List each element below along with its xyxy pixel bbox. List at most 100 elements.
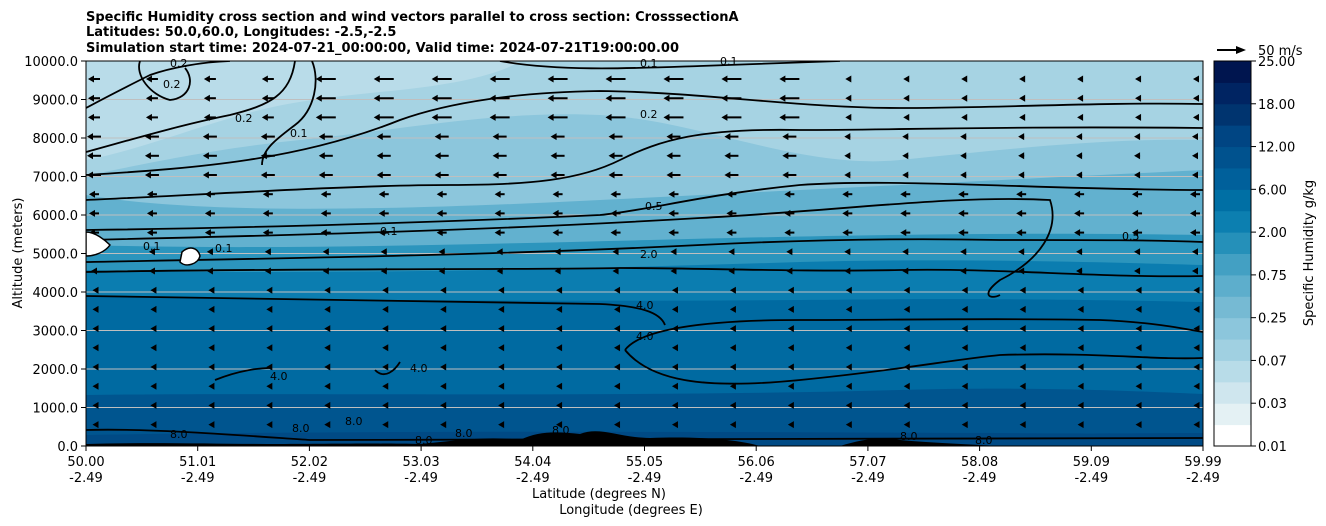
wind-vector-head (608, 133, 615, 141)
contour-line (624, 318, 1203, 351)
x-tick-label-lon: -2.49 (628, 471, 662, 486)
wind-vector-head (492, 171, 499, 179)
colorbar-segment (1214, 167, 1251, 190)
wind-vector-head (556, 382, 563, 390)
wind-vector-head (440, 421, 447, 429)
wind-vector-head (498, 421, 505, 429)
wind-vector-head (960, 133, 967, 141)
colorbar-tick-label: 0.75 (1258, 269, 1287, 284)
wind-vector-head (903, 382, 910, 390)
contour-label: 4.0 (410, 362, 428, 375)
contour-line (624, 349, 1203, 385)
y-tick-label: 8000.0 (33, 132, 79, 147)
wind-vector-head (1019, 401, 1026, 409)
wind-vector-head (1018, 267, 1025, 275)
wind-vector-head (1019, 363, 1026, 371)
contour-label: 8.0 (552, 424, 570, 437)
wind-vector-head (262, 209, 269, 217)
contour-label: 8.0 (292, 422, 310, 435)
wind-vector-head (1016, 229, 1023, 237)
wind-vector-head (1074, 209, 1081, 217)
wind-vector-head (1134, 267, 1141, 275)
wind-vector-head (670, 248, 677, 256)
wind-vector-head (782, 152, 789, 160)
wind-vector-head (554, 267, 561, 275)
wind-vector-head (721, 75, 728, 83)
wind-vector-head (729, 382, 736, 390)
x-tick-label-lon: -2.49 (1186, 471, 1220, 486)
wind-vector-head (144, 152, 151, 160)
contour-line (86, 61, 231, 109)
wind-vector-head (663, 113, 670, 121)
wind-vector-head (1077, 286, 1084, 294)
wind-vector-head (1190, 209, 1196, 217)
y-tick-label: 5000.0 (33, 248, 79, 263)
wind-vector-head (382, 305, 389, 313)
wind-vector-head (779, 94, 786, 102)
wind-vector-head (900, 190, 907, 198)
wind-vector-head (779, 75, 786, 83)
wind-vector-head (494, 209, 501, 217)
contour-line (499, 61, 841, 70)
wind-vector-head (903, 75, 910, 83)
wind-vector-head (266, 401, 273, 409)
wind-vector-head (784, 190, 791, 198)
wind-vector-head (547, 94, 554, 102)
wind-vector-head (1190, 190, 1196, 198)
wind-vector-head (1077, 325, 1084, 333)
wind-vector-head (845, 113, 852, 121)
wind-vector-head (1018, 133, 1025, 141)
wind-vector-head (614, 401, 621, 409)
wind-vector-head (92, 344, 99, 352)
wind-vector-head (1077, 305, 1084, 313)
chart-title-line-2: Latitudes: 50.0,60.0, Longitudes: -2.5,-… (86, 25, 396, 40)
wind-vector-head (498, 363, 505, 371)
wind-vector-head (1019, 286, 1026, 294)
wind-vector-head (1192, 267, 1198, 275)
wind-vector-head (900, 229, 907, 237)
wind-vector-head (92, 401, 99, 409)
wind-vector-head (92, 305, 99, 313)
contour-lines (86, 61, 1203, 441)
contour-line (138, 61, 191, 101)
wind-vector-head (961, 113, 968, 121)
y-tick-label: 4000.0 (33, 286, 79, 301)
wind-vector-head (204, 190, 211, 198)
colorbar-segment (1214, 103, 1251, 126)
wind-vector-head (1193, 421, 1200, 429)
wind-vector-head (202, 133, 209, 141)
wind-vector-head (431, 75, 438, 83)
wind-vector-head (202, 171, 209, 179)
wind-vector-head (902, 171, 909, 179)
contour-labels: 0.1 0.1 0.2 0.2 0.1 0.2 0.2 0.5 0.1 2.0 4.0 4.0 0.5 0… (143, 55, 1140, 447)
wind-vector-head (1193, 363, 1200, 371)
contour-line (86, 238, 1203, 263)
wind-vector-head (315, 94, 322, 102)
wind-vector-head (729, 363, 736, 371)
wind-vector-head (203, 113, 210, 121)
wind-vector-head (845, 75, 852, 83)
wind-vector-head (324, 305, 331, 313)
wind-vector-head (1019, 75, 1026, 83)
wind-vector-head (728, 248, 735, 256)
wind-vector-head (146, 190, 153, 198)
wind-vector-head (614, 344, 621, 352)
wind-vector-head (721, 94, 728, 102)
wind-vector-head (1019, 382, 1026, 390)
wind-vector-head (492, 133, 499, 141)
wind-vector-head (612, 248, 619, 256)
wind-vector-head (440, 305, 447, 313)
x-axis-label-longitude: Longitude (degrees E) (559, 503, 703, 518)
x-tick-label-lon: -2.49 (963, 471, 997, 486)
wind-vector-head (1132, 190, 1139, 198)
colorbar-segment (1214, 424, 1251, 447)
wind-vector-head (315, 75, 322, 83)
y-tick-label: 1000.0 (33, 402, 79, 417)
wind-vector-head (266, 305, 273, 313)
wind-vector-head (1135, 325, 1142, 333)
wind-vector-head (434, 133, 441, 141)
wind-vector-head (262, 229, 269, 237)
wind-vector-head (1135, 286, 1142, 294)
wind-vector-head (961, 94, 968, 102)
x-tick-label-lon: -2.49 (69, 471, 103, 486)
